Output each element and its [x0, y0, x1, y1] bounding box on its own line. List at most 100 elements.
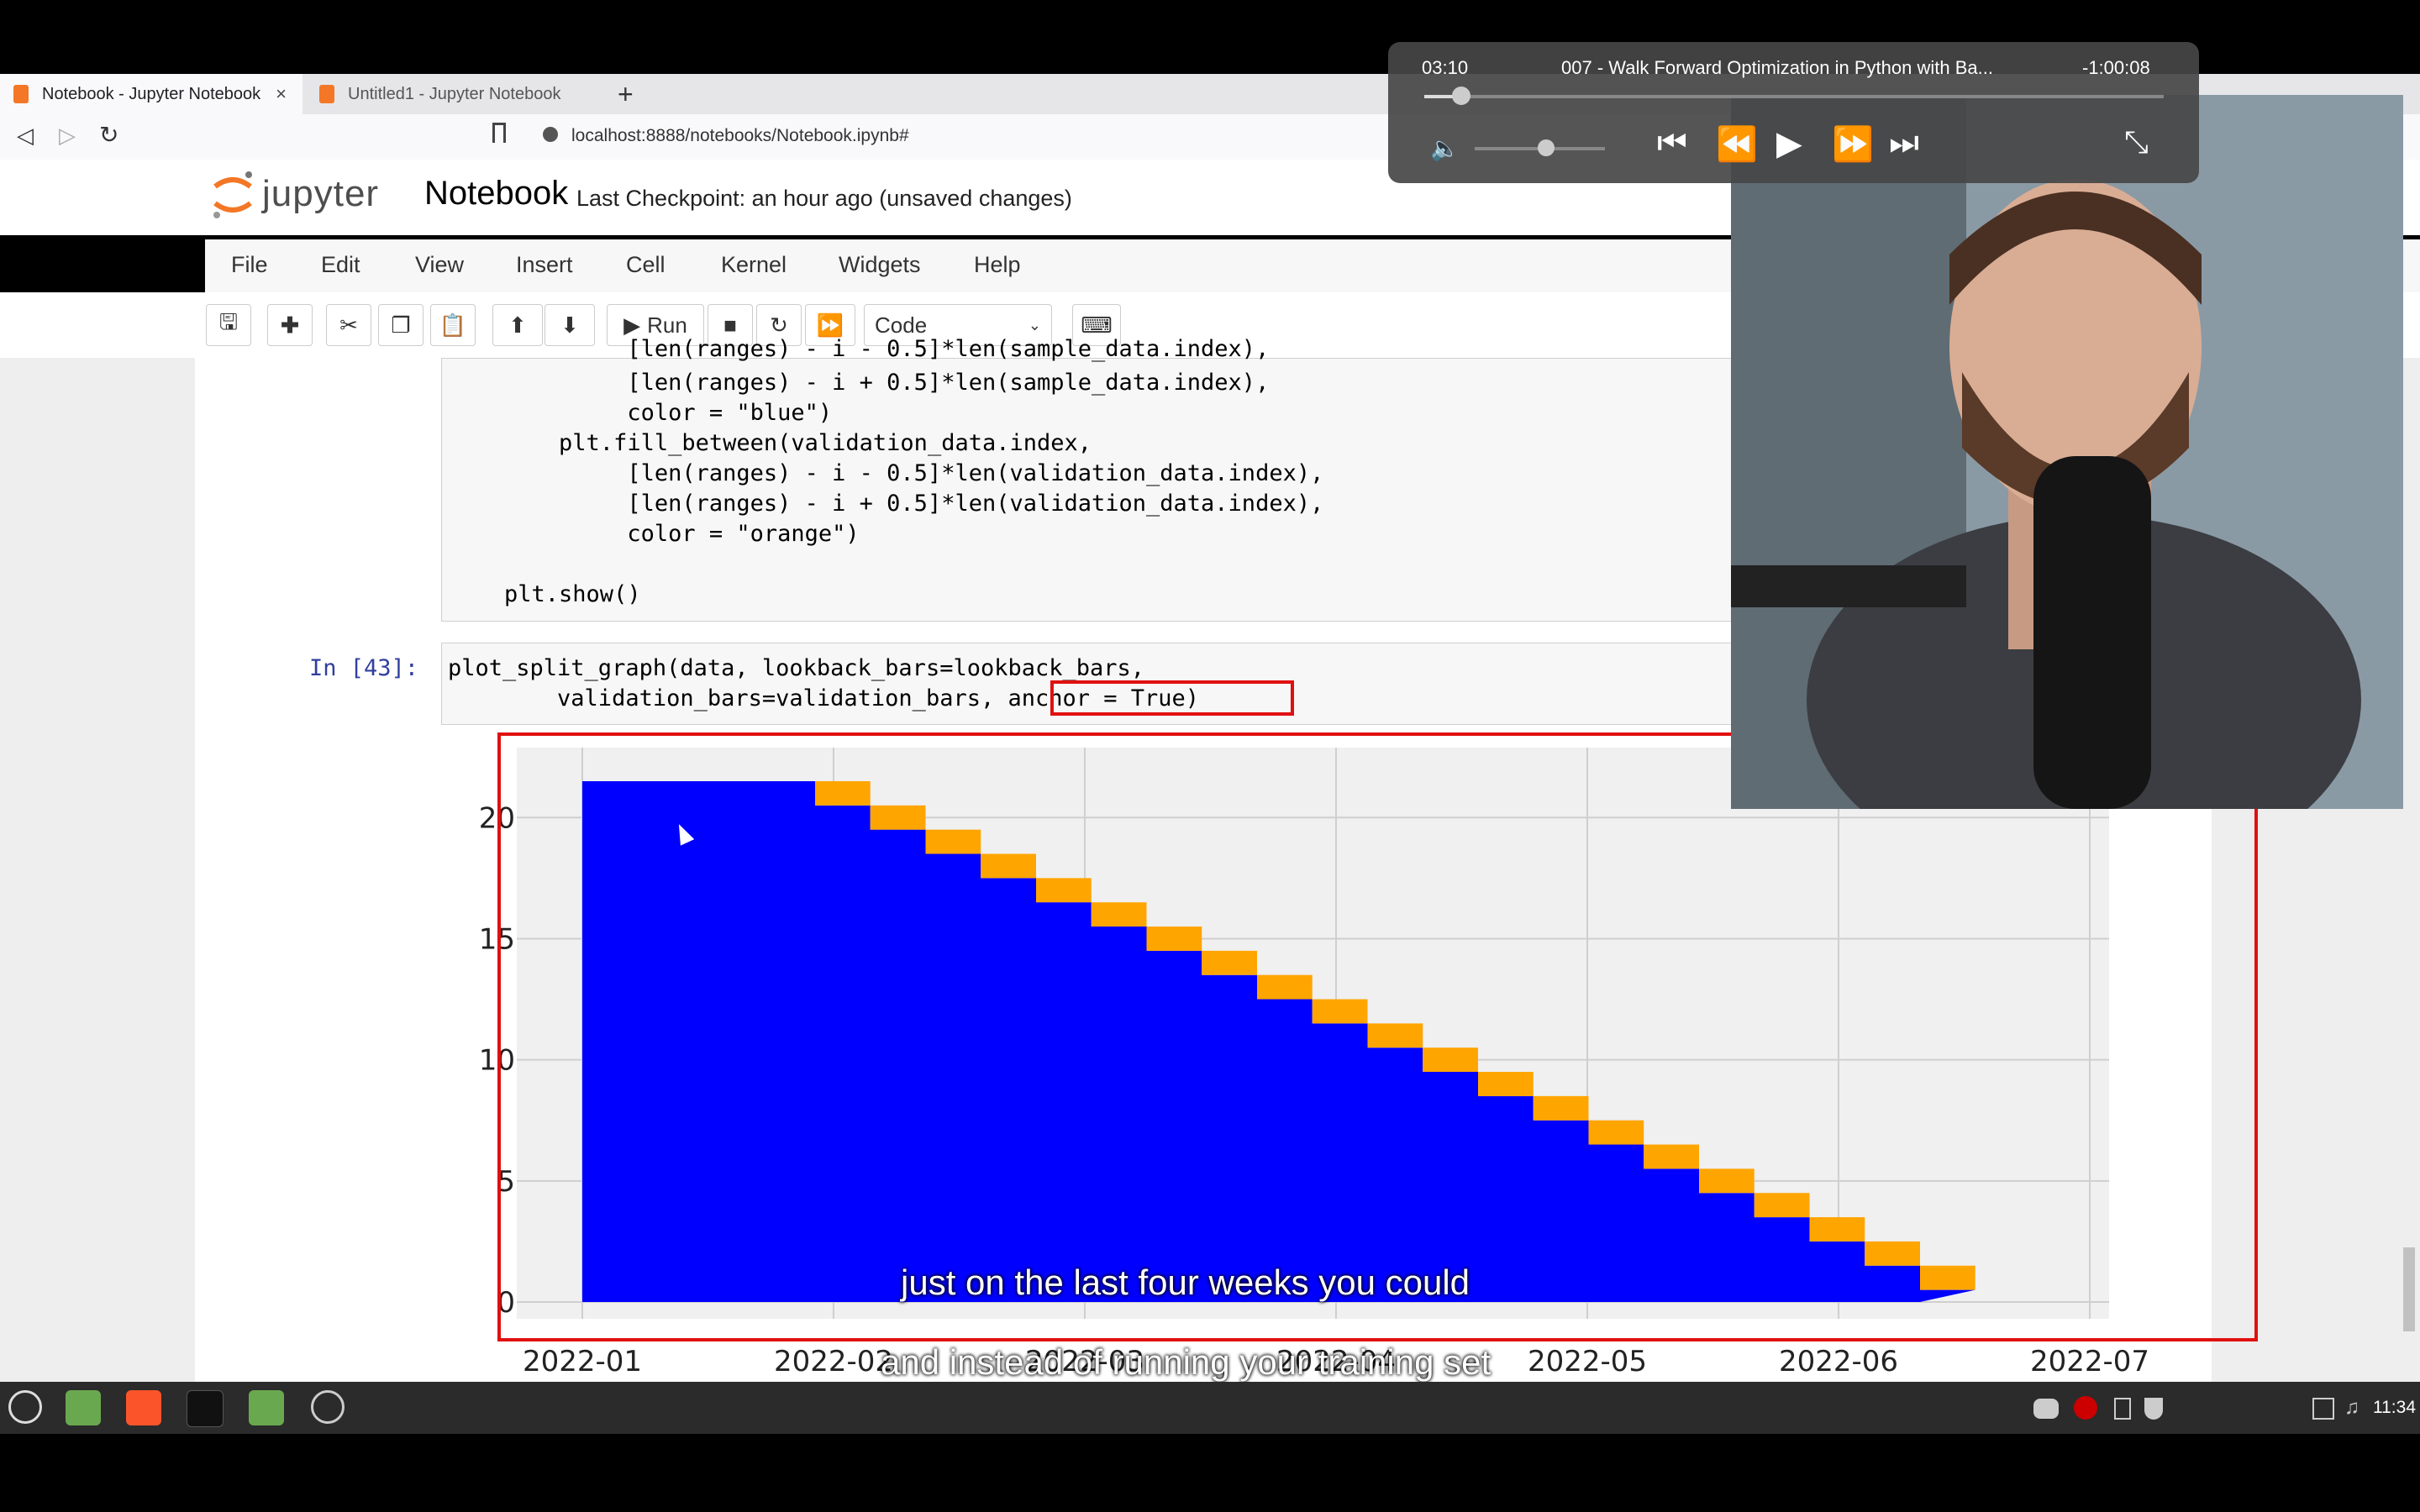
- forward-icon[interactable]: ▷: [59, 123, 76, 148]
- rewind-icon[interactable]: ⏪: [1716, 126, 1758, 163]
- scrollbar-thumb[interactable]: [2403, 1247, 2415, 1331]
- validation-bar: [1423, 1047, 1478, 1073]
- restart-run-all-button[interactable]: ⏩: [805, 304, 855, 346]
- validation-bar: [1312, 999, 1368, 1024]
- validation-bar: [1754, 1193, 1810, 1218]
- close-tab-icon[interactable]: ×: [276, 83, 287, 104]
- url-field[interactable]: localhost:8888/notebooks/Notebook.ipynb#: [571, 126, 909, 145]
- validation-bar: [925, 829, 981, 854]
- volume-icon[interactable]: 🔈: [1430, 135, 1460, 161]
- save-button[interactable]: 🖫: [206, 304, 251, 346]
- stop-icon: ■: [723, 312, 737, 338]
- validation-bar: [1257, 974, 1313, 1000]
- menu-icon[interactable]: [8, 1390, 42, 1424]
- x-tick-label: 2022-07: [2030, 1345, 2149, 1378]
- restart-icon: ↻: [770, 312, 788, 338]
- highlight-box-chart: [497, 732, 2258, 1341]
- brave-browser-icon[interactable]: [126, 1390, 161, 1425]
- y-tick-label: 20: [479, 801, 515, 835]
- bookmark-icon[interactable]: [492, 123, 506, 143]
- menu-insert[interactable]: Insert: [516, 252, 573, 277]
- obs-icon[interactable]: [311, 1390, 345, 1424]
- x-tick-label: 2022-04: [1276, 1345, 1396, 1378]
- keyboard-icon: ⌨: [1081, 312, 1113, 338]
- paste-button[interactable]: 📋: [430, 304, 476, 346]
- skip-forward-icon[interactable]: ⏭: [1889, 124, 1919, 161]
- video-progress-handle[interactable]: [1452, 87, 1470, 105]
- webcam-video: [1731, 95, 2403, 809]
- reload-icon[interactable]: ↻: [99, 122, 119, 148]
- validation-bar: [870, 805, 926, 830]
- move-down-button[interactable]: ⬇: [544, 304, 595, 346]
- jupyter-logo-text[interactable]: jupyter: [262, 173, 380, 214]
- y-tick-label: 10: [479, 1044, 515, 1078]
- x-tick-label: 2022-06: [1779, 1345, 1898, 1378]
- arrow-down-icon: ⬇: [560, 312, 579, 338]
- video-progress-fill: [1424, 95, 1461, 98]
- x-tick-label: 2022-05: [1528, 1345, 1647, 1378]
- copy-button[interactable]: ❐: [378, 304, 424, 346]
- validation-bar: [1533, 1095, 1589, 1121]
- cell-type-select[interactable]: Code ⌄: [864, 304, 1052, 346]
- fast-forward-icon[interactable]: ⏩: [1832, 126, 1874, 163]
- validation-bar: [981, 853, 1036, 879]
- play-icon[interactable]: ▶: [1776, 125, 1802, 162]
- volume-handle[interactable]: [1538, 139, 1555, 156]
- skip-back-icon[interactable]: ⏮: [1657, 124, 1687, 161]
- tab-notebook[interactable]: Notebook - Jupyter Notebook ×: [0, 74, 302, 114]
- command-palette-button[interactable]: ⌨: [1072, 304, 1121, 346]
- validation-bar: [1699, 1168, 1754, 1194]
- chevron-down-icon: ⌄: [1028, 316, 1041, 333]
- cut-button[interactable]: ✂: [326, 304, 371, 346]
- jupyter-logo-icon: [213, 171, 252, 218]
- move-up-button[interactable]: ⬆: [492, 304, 543, 346]
- menu-cell[interactable]: Cell: [626, 252, 666, 277]
- video-player-overlay: [1388, 42, 2199, 183]
- tray-volume-icon[interactable]: ♫: [2344, 1396, 2360, 1419]
- video-elapsed: 03:10: [1422, 57, 1469, 78]
- interrupt-button[interactable]: ■: [708, 304, 753, 346]
- tab-label: Untitled1 - Jupyter Notebook: [348, 84, 561, 103]
- validation-bar: [1091, 902, 1147, 927]
- tab-label: Notebook - Jupyter Notebook: [42, 84, 261, 103]
- tray-record-icon[interactable]: [2074, 1396, 2097, 1420]
- clock[interactable]: 11:34: [2373, 1398, 2416, 1417]
- tray-shield-icon[interactable]: [2144, 1398, 2163, 1420]
- restart-button[interactable]: ↻: [756, 304, 802, 346]
- os-taskbar: [0, 1382, 2420, 1434]
- code-cell[interactable]: [441, 358, 1871, 622]
- scissors-icon: ✂: [339, 312, 358, 338]
- menu-file[interactable]: File: [231, 252, 268, 277]
- validation-bar: [1865, 1241, 1920, 1266]
- copy-icon: ❐: [391, 312, 411, 338]
- terminal-icon[interactable]: [187, 1390, 224, 1427]
- menu-view[interactable]: View: [415, 252, 465, 277]
- code-line: [len(ranges) - i + 0.5]*len(sample_data.…: [450, 370, 1270, 396]
- site-info-icon[interactable]: [543, 127, 558, 142]
- tray-discord-icon[interactable]: [2033, 1399, 2059, 1419]
- run-button[interactable]: ▶ Run: [607, 304, 704, 346]
- tray-clipboard-icon[interactable]: [2114, 1398, 2131, 1420]
- menu-kernel[interactable]: Kernel: [721, 252, 787, 277]
- files-icon[interactable]: [66, 1390, 101, 1425]
- tab-untitled1[interactable]: Untitled1 - Jupyter Notebook: [306, 74, 604, 114]
- insert-cell-button[interactable]: ✚: [267, 304, 313, 346]
- paste-icon: 📋: [439, 312, 467, 338]
- menu-help[interactable]: Help: [974, 252, 1021, 277]
- x-tick-label: 2022-03: [1025, 1345, 1144, 1378]
- new-tab-button[interactable]: +: [618, 79, 634, 109]
- tray-network-icon[interactable]: [2312, 1398, 2334, 1420]
- folder-icon[interactable]: [249, 1390, 284, 1425]
- fast-forward-icon: ⏩: [816, 312, 844, 338]
- menu-widgets[interactable]: Widgets: [839, 252, 921, 277]
- menu-edit[interactable]: Edit: [321, 252, 360, 277]
- video-progress-bar[interactable]: [1424, 95, 2164, 98]
- video-remaining: -1:00:08: [2082, 57, 2150, 78]
- back-icon[interactable]: ◁: [17, 123, 34, 148]
- notebook-title[interactable]: Notebook: [424, 175, 569, 212]
- validation-bar: [1644, 1144, 1699, 1169]
- exit-fullscreen-icon[interactable]: ⤡: [2124, 124, 2149, 159]
- validation-bar: [1809, 1217, 1865, 1242]
- validation-bar: [1367, 1023, 1423, 1048]
- code-cell-selected[interactable]: [441, 643, 1871, 725]
